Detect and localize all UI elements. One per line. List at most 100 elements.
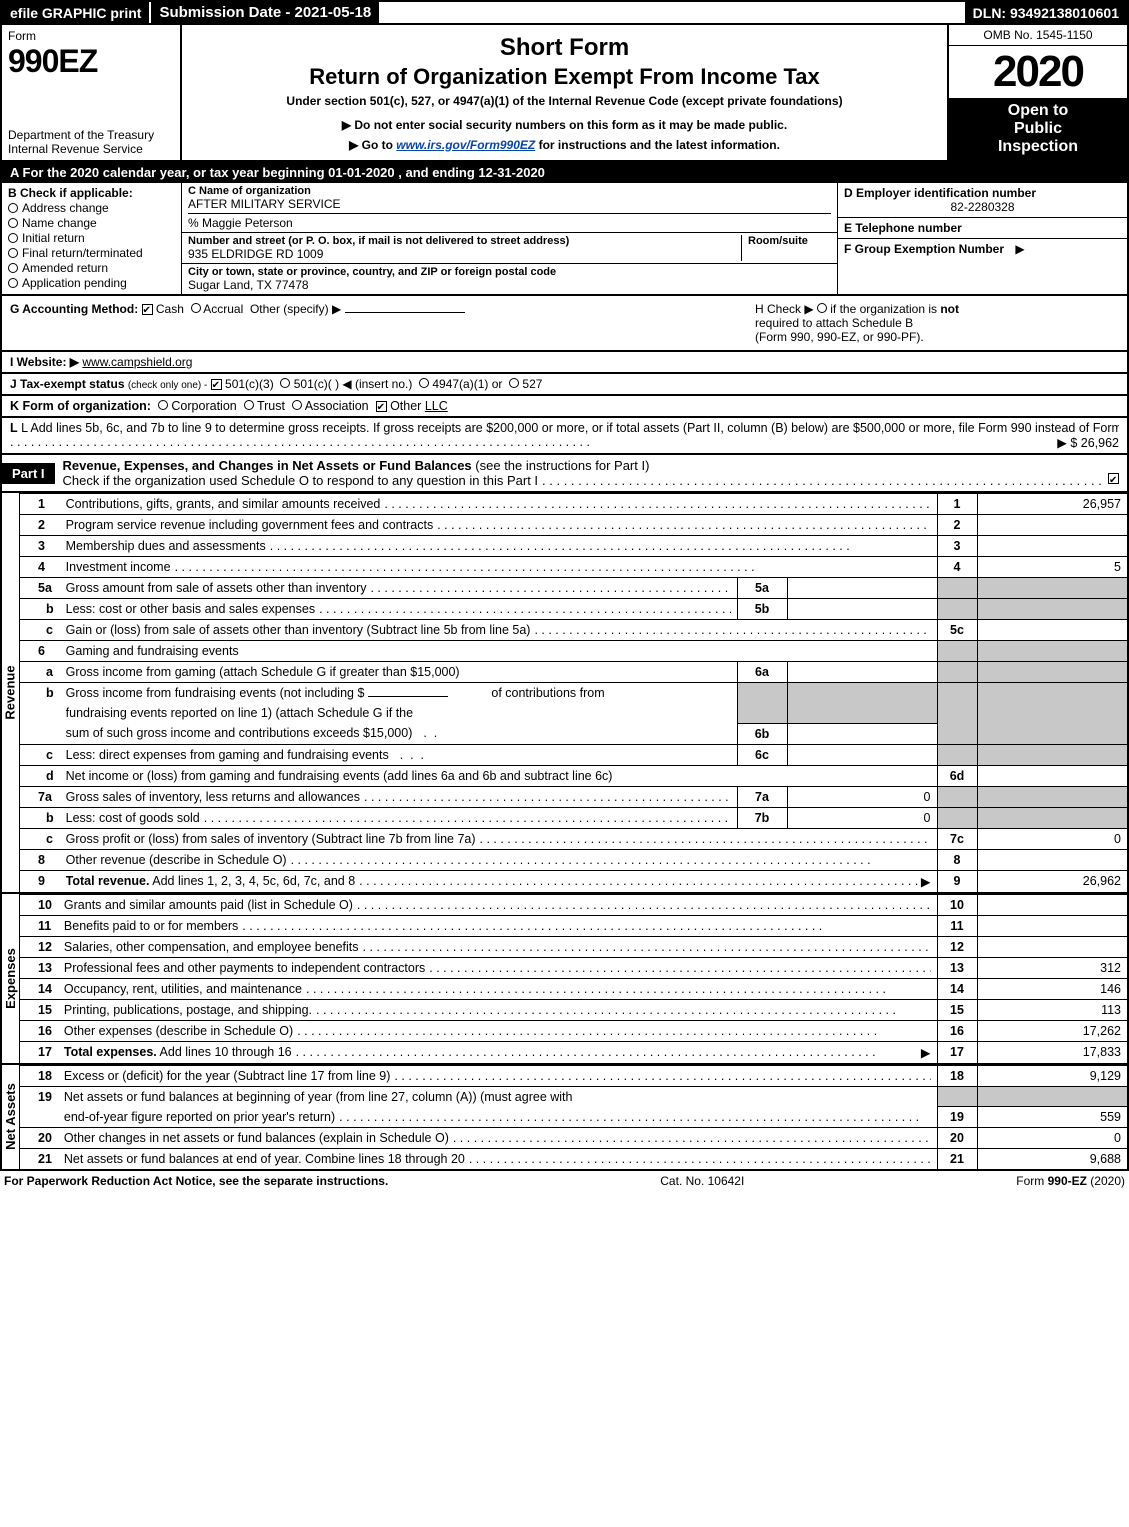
part1-title: Revenue, Expenses, and Changes in Net As… [55, 455, 1127, 491]
numbox: 6d [937, 765, 977, 786]
k-assoc-radio[interactable] [292, 400, 302, 410]
desc: Gain or (loss) from sale of assets other… [66, 623, 535, 637]
line-6d: d Net income or (loss) from gaming and f… [20, 765, 1127, 786]
k-trust-radio[interactable] [244, 400, 254, 410]
midbox: 6c [737, 744, 787, 765]
grey-amt [977, 744, 1127, 765]
lineno: c [20, 828, 60, 849]
midbox: 6a [737, 662, 787, 683]
radio-icon [8, 263, 18, 273]
desc: Other expenses (describe in Schedule O) [64, 1024, 297, 1038]
opt-amended-return[interactable]: Amended return [8, 261, 175, 275]
midbox: 5a [737, 578, 787, 599]
opt-address-change[interactable]: Address change [8, 201, 175, 215]
cash-checkbox[interactable] [142, 304, 153, 315]
arrow-icon: ▶ [921, 1045, 931, 1060]
grey-box [937, 662, 977, 683]
line-8: 8 Other revenue (describe in Schedule O)… [20, 849, 1127, 870]
dots-fill [270, 539, 931, 553]
website-label: I Website: ▶ [10, 355, 79, 369]
irs-link[interactable]: www.irs.gov/Form990EZ [396, 138, 535, 152]
line-6c: c Less: direct expenses from gaming and … [20, 744, 1127, 765]
line-6b-1: b Gross income from fundraising events (… [20, 683, 1127, 704]
k-other-check[interactable] [376, 401, 387, 412]
revenue-table: 1 Contributions, gifts, grants, and simi… [20, 493, 1127, 892]
numbox: 19 [937, 1107, 977, 1128]
desc: Contributions, gifts, grants, and simila… [66, 497, 385, 511]
part1-title-paren: (see the instructions for Part I) [475, 458, 649, 473]
opt-final-return[interactable]: Final return/terminated [8, 246, 175, 260]
dots-fill [469, 1152, 931, 1166]
amount: 113 [977, 999, 1127, 1020]
opt-label: Application pending [22, 276, 127, 290]
radio-icon [8, 248, 18, 258]
lineno: 6 [20, 641, 60, 662]
lineno: 17 [20, 1041, 58, 1063]
city-label: City or town, state or province, country… [188, 266, 831, 278]
opt-application-pending[interactable]: Application pending [8, 276, 175, 290]
part1-header-row: Part I Revenue, Expenses, and Changes in… [0, 455, 1129, 493]
part1-checkbox[interactable] [1108, 473, 1119, 484]
section-b: B Check if applicable: Address change Na… [2, 183, 182, 294]
midbox: 6b [737, 723, 787, 744]
efile-label[interactable]: efile GRAPHIC print [2, 2, 149, 23]
amount: 312 [977, 957, 1127, 978]
desc-bold: Total revenue. [66, 874, 150, 888]
grey-amt [977, 578, 1127, 599]
h-radio[interactable] [817, 303, 827, 313]
k-corp-radio[interactable] [158, 400, 168, 410]
desc: Net income or (loss) from gaming and fun… [60, 765, 937, 786]
opt-label: Initial return [22, 231, 85, 245]
dots-fill [480, 832, 931, 846]
lineno: b [20, 683, 60, 745]
h-text4: (Form 990, 990-EZ, or 990-PF). [755, 330, 924, 344]
desc: Net assets or fund balances at end of ye… [64, 1152, 469, 1166]
opt-name-change[interactable]: Name change [8, 216, 175, 230]
blank-input[interactable] [368, 696, 448, 697]
desc: Grants and similar amounts paid (list in… [64, 898, 357, 912]
opt-label: Amended return [22, 261, 108, 275]
arrow-icon: ▶ [1015, 242, 1024, 256]
dots-fill [242, 919, 930, 933]
j-501c-radio[interactable] [280, 378, 290, 388]
desc: Investment income [66, 560, 175, 574]
lineno: 4 [20, 557, 60, 578]
open-to-public: Open to Public Inspection [949, 98, 1127, 160]
line-7a: 7a Gross sales of inventory, less return… [20, 786, 1127, 807]
opt-initial-return[interactable]: Initial return [8, 231, 175, 245]
dots-fill [204, 811, 731, 825]
accrual-radio[interactable] [191, 303, 201, 313]
dots-fill [316, 1003, 931, 1017]
dept-treasury: Department of the Treasury Internal Reve… [8, 128, 174, 156]
expenses-label: Expenses [3, 948, 18, 1009]
h-check-label: H Check ▶ [755, 302, 814, 316]
room-label: Room/suite [748, 235, 831, 247]
lineno: 15 [20, 999, 58, 1020]
line-7c: c Gross profit or (loss) from sales of i… [20, 828, 1127, 849]
dots-fill [437, 518, 930, 532]
org-addr-row: Number and street (or P. O. box, if mail… [182, 233, 837, 264]
j-527-radio[interactable] [509, 378, 519, 388]
org-city: Sugar Land, TX 77478 [188, 278, 831, 292]
amount: 5 [977, 557, 1127, 578]
info-grid: B Check if applicable: Address change Na… [0, 183, 1129, 296]
numbox: 13 [937, 957, 977, 978]
desc-part: Gross income from fundraising events (no… [66, 686, 365, 700]
line-15: 15 Printing, publications, postage, and … [20, 999, 1127, 1020]
row-gh: G Accounting Method: Cash Accrual Other … [0, 296, 1129, 352]
amount [977, 849, 1127, 870]
midval [787, 578, 937, 599]
other-specify-input[interactable] [345, 312, 465, 313]
j-4947-radio[interactable] [419, 378, 429, 388]
numbox: 20 [937, 1128, 977, 1149]
j-501c3-check[interactable] [211, 379, 222, 390]
open-line2: Public [953, 120, 1123, 138]
section-c: C Name of organization AFTER MILITARY SE… [182, 183, 837, 294]
dots-fill [384, 497, 930, 511]
desc: Benefits paid to or for members [64, 919, 242, 933]
lineno: 9 [20, 870, 60, 892]
accrual-label: Accrual [203, 302, 243, 316]
desc: Gross income from fundraising events (no… [60, 683, 737, 704]
website-value[interactable]: www.campshield.org [82, 355, 192, 369]
submission-date: Submission Date - 2021-05-18 [149, 2, 381, 23]
